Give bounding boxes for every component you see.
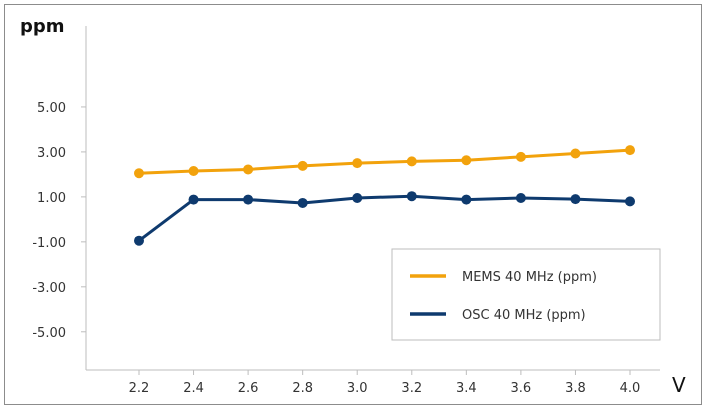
data-point-mems [134, 168, 144, 179]
data-point-osc [461, 194, 472, 205]
data-point-osc [188, 194, 199, 205]
legend-label-mems: MEMS 40 MHz (ppm) [462, 270, 597, 285]
series-line-osc [138, 194, 631, 242]
data-point-osc [134, 235, 144, 246]
data-point-mems [406, 156, 417, 167]
data-point-mems [515, 151, 526, 162]
series-line-mems [138, 148, 631, 175]
x-tick-label: 2.6 [238, 381, 259, 396]
data-point-mems [352, 158, 363, 169]
data-point-osc [243, 194, 254, 205]
x-tick-label: 3.4 [456, 381, 477, 396]
x-tick-label: 3.0 [347, 381, 368, 396]
data-point-mems [461, 155, 472, 166]
data-point-osc [515, 193, 526, 203]
data-point-osc [625, 196, 635, 207]
data-point-mems [243, 164, 254, 175]
x-tick-label: 4.0 [620, 381, 641, 396]
x-unit-label: V [672, 373, 686, 397]
x-tick-label: 3.8 [565, 381, 586, 396]
data-point-osc [352, 193, 363, 203]
x-tick-label: 2.4 [183, 381, 204, 396]
y-tick-label: 3.00 [37, 146, 66, 161]
data-point-osc [570, 194, 581, 205]
x-tick-label: 3.6 [511, 381, 532, 396]
data-point-mems [188, 166, 199, 177]
y-tick-label: 5.00 [37, 101, 66, 116]
legend-label-osc: OSC 40 MHz (ppm) [462, 308, 586, 323]
y-tick-label: -3.00 [32, 281, 66, 296]
y-tick-label: -1.00 [32, 236, 66, 251]
x-tick-label: 2.8 [292, 381, 313, 396]
legend: MEMS 40 MHz (ppm) OSC 40 MHz (ppm) [391, 248, 661, 341]
y-tick-label: 1.00 [37, 191, 66, 206]
x-tick-label: 3.2 [401, 381, 422, 396]
y-tick-label: -5.00 [32, 326, 66, 341]
data-point-mems [570, 148, 581, 159]
y-axis-ticks: 5.00 3.00 1.00 -1.00 -3.00 -5.00 [32, 101, 86, 341]
x-tick-label: 2.2 [129, 381, 150, 396]
data-point-osc [297, 197, 308, 208]
data-point-mems [625, 145, 635, 156]
legend-box [391, 248, 661, 341]
plot-area [134, 145, 635, 246]
data-point-mems [297, 160, 308, 171]
data-point-osc [406, 191, 417, 202]
y-unit-label: ppm [20, 16, 65, 37]
x-axis-ticks: 2.2 2.4 2.6 2.8 3.0 3.2 3.4 3.6 3.8 4.0 [129, 370, 641, 396]
